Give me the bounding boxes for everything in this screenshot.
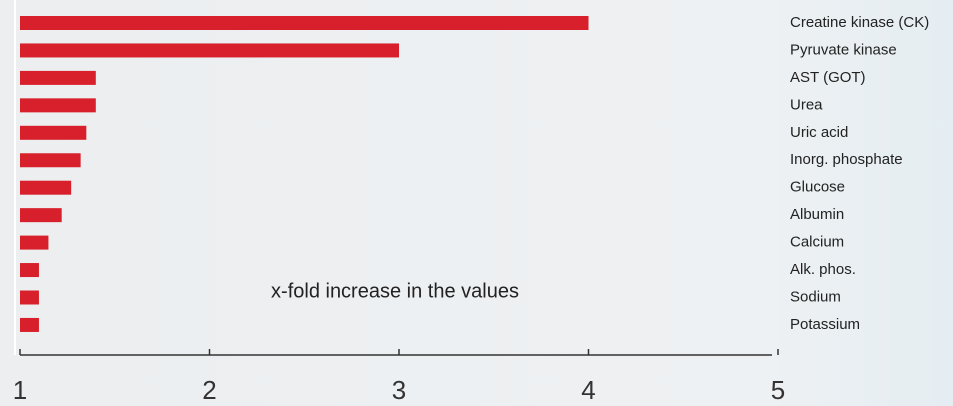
bar [20, 180, 72, 195]
bar [20, 70, 96, 85]
x-tick-label: 1 [13, 375, 27, 405]
bar [20, 235, 49, 250]
category-label: Alk. phos. [790, 261, 856, 278]
bar [20, 98, 96, 113]
x-tick-label: 4 [581, 375, 595, 405]
category-label: Creatine kinase (CK) [790, 14, 929, 31]
x-tick-label: 3 [392, 375, 406, 405]
category-label: Calcium [790, 234, 844, 251]
annotation: x-fold increase in the values [271, 280, 519, 302]
category-label: Uric acid [790, 124, 848, 141]
bar [20, 208, 62, 223]
bar [20, 43, 399, 58]
category-label: Albumin [790, 206, 844, 223]
x-tick-label: 2 [202, 375, 216, 405]
bar [20, 317, 39, 332]
category-label: Glucose [790, 179, 845, 196]
bar [20, 153, 81, 168]
category-label: Pyruvate kinase [790, 41, 897, 58]
category-label: Inorg. phosphate [790, 151, 903, 168]
category-label: AST (GOT) [790, 69, 866, 86]
category-label: Urea [790, 96, 823, 113]
category-label: Potassium [790, 316, 860, 333]
bar [20, 263, 39, 278]
category-label: Sodium [790, 288, 841, 305]
x-tick-label: 5 [771, 375, 785, 405]
bar [20, 125, 87, 140]
bar [20, 16, 589, 30]
bar [20, 290, 39, 305]
